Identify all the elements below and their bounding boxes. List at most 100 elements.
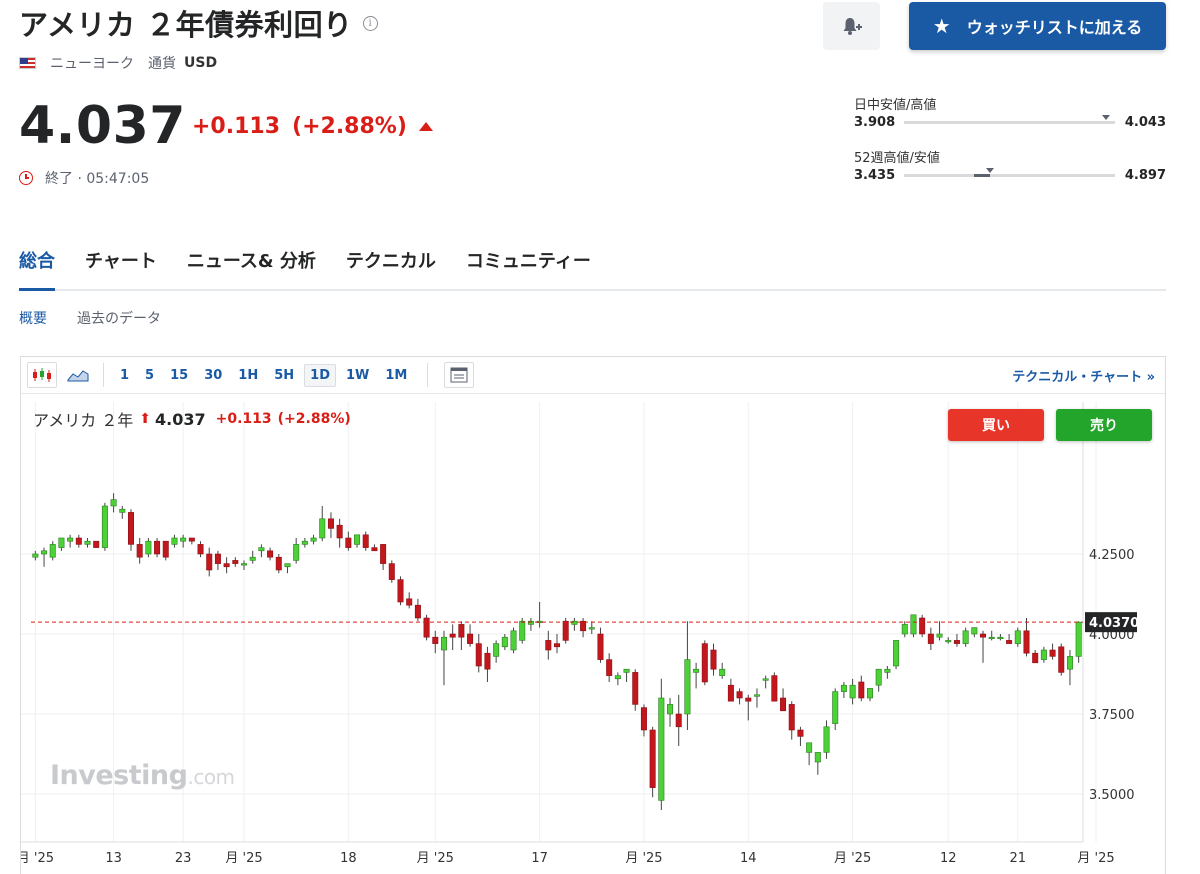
candle-body bbox=[171, 537, 178, 545]
candle-body bbox=[597, 633, 604, 660]
tab-news-analysis[interactable]: ニュース& 分析 bbox=[186, 251, 316, 272]
candle-body bbox=[93, 540, 100, 548]
candle-body bbox=[527, 620, 534, 625]
candle-body bbox=[501, 636, 508, 648]
candle-body bbox=[623, 668, 630, 673]
candle-body bbox=[866, 688, 873, 699]
candle-body bbox=[188, 537, 195, 542]
day-range-bar bbox=[904, 115, 1115, 124]
x-tick-label: 月 '25 bbox=[1077, 851, 1114, 866]
tab-overview[interactable]: 総合 bbox=[19, 245, 55, 291]
x-tick-label: 12 bbox=[940, 851, 957, 866]
star-icon: ★ bbox=[932, 14, 951, 38]
candle-body bbox=[901, 624, 908, 635]
tab-chart[interactable]: チャート bbox=[85, 251, 157, 272]
candle-body bbox=[806, 742, 813, 753]
change-value: +0.113 bbox=[192, 114, 281, 139]
info-icon[interactable]: i bbox=[362, 15, 378, 31]
candle-body bbox=[823, 726, 830, 753]
add-alert-button[interactable] bbox=[823, 2, 880, 50]
candle-body bbox=[354, 534, 361, 545]
interval-1d[interactable]: 1D bbox=[304, 363, 336, 387]
candle-body bbox=[336, 524, 343, 539]
area-chart-icon[interactable] bbox=[63, 362, 93, 388]
candle-body bbox=[145, 540, 152, 555]
candle-body bbox=[414, 604, 421, 619]
candle-body bbox=[936, 633, 943, 638]
interval-1m[interactable]: 1M bbox=[385, 367, 408, 383]
sell-button[interactable]: 売り bbox=[1056, 409, 1152, 441]
candle-body bbox=[284, 563, 291, 568]
candle-body bbox=[75, 537, 82, 545]
week52-high: 4.897 bbox=[1124, 168, 1166, 183]
candle-body bbox=[997, 636, 1004, 640]
market-status: 終了 · 05:47:05 bbox=[19, 168, 149, 188]
interval-5h[interactable]: 5H bbox=[274, 367, 295, 383]
chart-settings-icon[interactable] bbox=[444, 362, 475, 388]
candle-body bbox=[67, 537, 74, 542]
interval-1min[interactable]: 1 bbox=[120, 367, 130, 383]
week52-range: 52週高値/安値 3.435 4.897 bbox=[854, 147, 1166, 183]
candle-body bbox=[197, 544, 204, 555]
candle-body bbox=[701, 643, 708, 683]
candle-body bbox=[710, 649, 717, 670]
bell-plus-icon bbox=[843, 18, 862, 35]
candle-body bbox=[214, 553, 221, 564]
candle-body bbox=[493, 643, 500, 657]
clock-icon bbox=[19, 171, 33, 185]
candle-body bbox=[588, 627, 595, 630]
candle-body bbox=[840, 684, 847, 692]
interval-1w[interactable]: 1W bbox=[346, 367, 370, 383]
watermark-suffix: .com bbox=[187, 765, 235, 789]
investing-watermark: Investing.com bbox=[50, 760, 235, 791]
candle-body bbox=[736, 691, 743, 699]
candle-body bbox=[432, 636, 439, 644]
candle-body bbox=[780, 697, 787, 712]
week52-range-label: 52週高値/安値 bbox=[854, 151, 940, 166]
candle-body bbox=[467, 633, 474, 644]
y-tick-label: 4.2500 bbox=[1089, 548, 1135, 563]
candle-body bbox=[1066, 656, 1073, 670]
tab-technical[interactable]: テクニカル bbox=[345, 251, 436, 272]
candle-body bbox=[293, 544, 300, 561]
last-price: 4.037 bbox=[19, 96, 186, 156]
legend-price: 4.037 bbox=[155, 409, 206, 429]
candle-body bbox=[580, 620, 587, 632]
tab-community[interactable]: コミュニティー bbox=[465, 251, 591, 272]
candle-body bbox=[893, 640, 900, 667]
candle-body bbox=[397, 579, 404, 603]
candle-body bbox=[788, 704, 795, 731]
candle-body bbox=[649, 729, 656, 788]
candle-body bbox=[380, 544, 387, 564]
subtab-summary[interactable]: 概要 bbox=[19, 311, 47, 327]
x-tick-label: 13 bbox=[105, 851, 122, 866]
interval-5min[interactable]: 5 bbox=[145, 367, 155, 383]
candle-body bbox=[762, 678, 769, 681]
interval-1h[interactable]: 1H bbox=[238, 367, 259, 383]
candle-body bbox=[371, 547, 378, 552]
add-to-watchlist-button[interactable]: ★ ウォッチリストに加える bbox=[909, 2, 1166, 50]
x-tick-label: 月 '25 bbox=[21, 851, 54, 866]
candle-body bbox=[545, 640, 552, 651]
legend-up-arrow-icon: ⬆ bbox=[139, 411, 152, 427]
interval-30min[interactable]: 30 bbox=[204, 367, 223, 383]
interval-15min[interactable]: 15 bbox=[170, 367, 189, 383]
change-percent: (+2.88%) bbox=[292, 114, 407, 139]
candle-body bbox=[362, 534, 369, 548]
candlestick-chart-icon[interactable] bbox=[27, 362, 57, 388]
candle-body bbox=[310, 537, 317, 542]
candle-body bbox=[49, 544, 56, 558]
candle-body bbox=[41, 550, 48, 555]
x-tick-label: 23 bbox=[175, 851, 192, 866]
technical-chart-link[interactable]: テクニカル・チャート » bbox=[1012, 370, 1155, 385]
x-tick-label: 月 '25 bbox=[225, 851, 262, 866]
toolbar-divider bbox=[427, 363, 429, 387]
candle-body bbox=[388, 563, 395, 580]
subtab-historical-data[interactable]: 過去のデータ bbox=[77, 311, 161, 327]
candle-body bbox=[919, 617, 926, 635]
buy-button[interactable]: 買い bbox=[948, 409, 1044, 441]
x-tick-label: 月 '25 bbox=[417, 851, 454, 866]
current-price-label: 4.0370 bbox=[1089, 616, 1139, 631]
candle-body bbox=[519, 620, 526, 641]
x-tick-label: 18 bbox=[340, 851, 357, 866]
